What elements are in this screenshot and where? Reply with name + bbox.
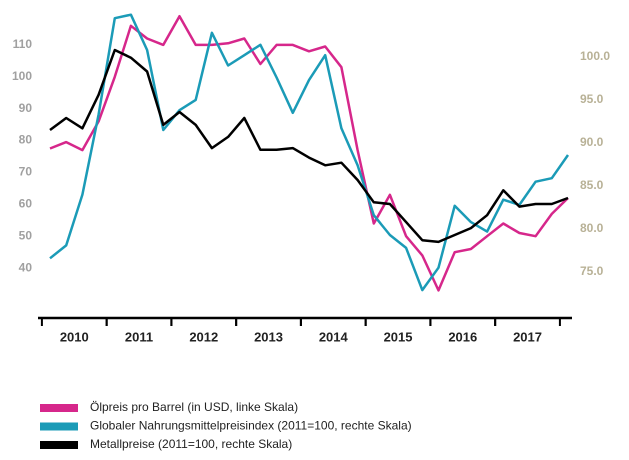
y2-tick-label: 100.0: [580, 49, 610, 63]
y2-tick-label: 80.0: [580, 221, 604, 235]
x-tick-label: 2015: [384, 329, 413, 344]
x-tick-label: 2017: [513, 329, 542, 344]
series-line: [49, 13, 570, 292]
y2-tick-label: 75.0: [580, 264, 604, 278]
series-line: [49, 14, 569, 292]
legend-swatch: [40, 441, 78, 449]
y-tick-label: 40: [19, 260, 33, 274]
y-tick-label: 50: [19, 228, 33, 242]
legend-swatch: [40, 404, 78, 412]
x-tick-label: 2012: [189, 329, 218, 344]
x-tick-label: 2016: [448, 329, 477, 344]
legend-swatch: [40, 422, 78, 431]
series-line: [49, 48, 569, 244]
y-tick-label: 80: [19, 133, 33, 147]
y-tick-label: 110: [13, 37, 33, 51]
y2-tick-label: 90.0: [580, 135, 604, 149]
x-tick-label: 2014: [319, 329, 349, 344]
x-tick-label: 2010: [60, 329, 89, 344]
y2-tick-label: 85.0: [580, 178, 604, 192]
x-tick-label: 2011: [125, 329, 153, 344]
y2-tick-label: 95.0: [580, 92, 604, 106]
y-tick-label: 90: [19, 101, 33, 115]
x-tick-label: 2013: [254, 329, 283, 344]
y-tick-label: 60: [19, 197, 33, 211]
legend-label: Ölpreis pro Barrel (in USD, linke Skala): [90, 400, 298, 414]
legend-label: Globaler Nahrungsmittelpreisindex (2011=…: [90, 419, 412, 433]
legend-label: Metallpreise (2011=100, rechte Skala): [90, 437, 292, 451]
y-tick-label: 100: [12, 69, 32, 83]
y-tick-label: 70: [19, 165, 33, 179]
